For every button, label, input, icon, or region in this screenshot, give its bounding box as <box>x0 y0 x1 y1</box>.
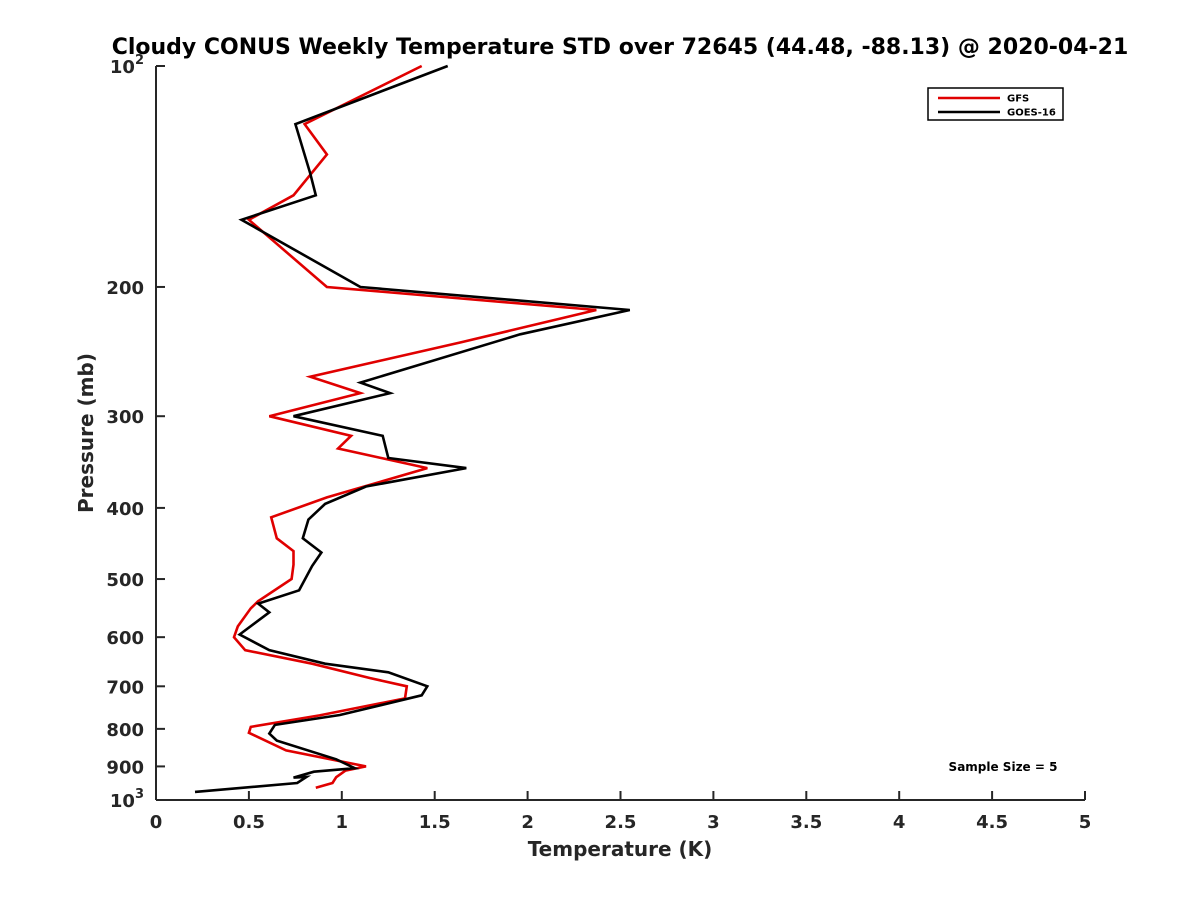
y-tick-base: 500 <box>106 570 144 591</box>
y-tick-base: 900 <box>106 757 144 778</box>
x-tick-label: 0 <box>150 812 163 833</box>
x-tick-label: 1 <box>336 812 349 833</box>
y-tick-label: 103 <box>110 787 144 812</box>
y-tick-label: 200 <box>106 278 144 299</box>
y-tick-exponent: 2 <box>135 53 144 68</box>
x-tick-label: 3.5 <box>790 812 822 833</box>
series-line-goes-16 <box>194 64 631 794</box>
y-tick-label: 700 <box>106 677 144 698</box>
y-tick-label: 800 <box>106 720 144 741</box>
x-tick-label: 4 <box>893 812 906 833</box>
x-tick-label: 0.5 <box>233 812 265 833</box>
legend: GFS GOES-16 <box>927 87 1064 121</box>
legend-label-gfs: GFS <box>1007 94 1029 105</box>
y-tick-base: 600 <box>106 628 144 649</box>
legend-label-goes-16: GOES-16 <box>1007 108 1056 119</box>
x-tick-label: 3 <box>707 812 720 833</box>
plot-frame <box>155 66 1085 801</box>
x-tick-label: 4.5 <box>976 812 1008 833</box>
series-layer <box>194 64 631 794</box>
y-tick-label: 900 <box>106 757 144 778</box>
x-tick-label: 1.5 <box>419 812 451 833</box>
y-tick-base: 200 <box>106 278 144 299</box>
y-tick-label: 300 <box>106 407 144 428</box>
x-tick-label: 2.5 <box>605 812 637 833</box>
y-tick-label: 400 <box>106 499 144 520</box>
y-tick-base: 800 <box>106 720 144 741</box>
x-axis-label: Temperature (K) <box>528 837 713 861</box>
y-tick-base: 10 <box>110 791 135 812</box>
y-tick-label: 500 <box>106 570 144 591</box>
sample-size-annotation: Sample Size = 5 <box>949 760 1058 774</box>
y-tick-exponent: 3 <box>135 787 144 802</box>
x-tick-label: 5 <box>1079 812 1092 833</box>
y-tick-base: 400 <box>106 499 144 520</box>
y-tick-label: 600 <box>106 628 144 649</box>
chart-title: Cloudy CONUS Weekly Temperature STD over… <box>112 35 1129 60</box>
x-axis-ticks: 0 0.5 1 1.5 2 2.5 3 3.5 4 4.5 5 <box>150 791 1092 833</box>
y-axis-label: Pressure (mb) <box>74 353 98 513</box>
x-tick-label: 2 <box>521 812 534 833</box>
legend-box <box>927 87 1064 121</box>
y-tick-base: 700 <box>106 677 144 698</box>
series-line-gfs <box>232 64 597 789</box>
y-tick-base: 10 <box>110 57 135 78</box>
y-tick-label: 102 <box>110 53 144 78</box>
y-tick-base: 300 <box>106 407 144 428</box>
